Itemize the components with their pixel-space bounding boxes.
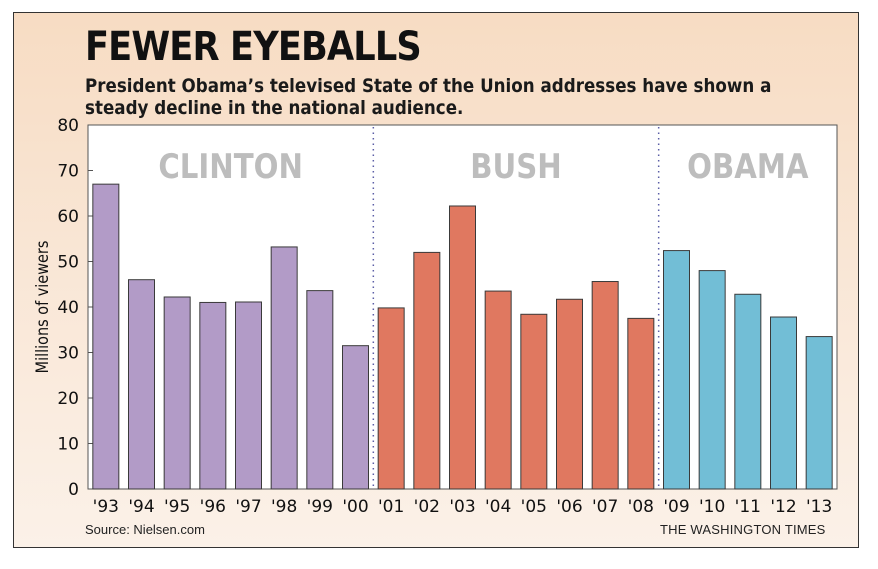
x-tick-label: '12 xyxy=(770,497,796,517)
x-tick-label: '04 xyxy=(485,497,511,517)
y-axis-label: Millions of viewers xyxy=(32,241,52,374)
x-tick-label: '03 xyxy=(449,497,475,517)
bar-07 xyxy=(591,281,619,490)
x-tick-label: '98 xyxy=(271,497,297,517)
x-tick-label: '05 xyxy=(521,497,547,517)
bar-13 xyxy=(805,336,833,490)
bar-08 xyxy=(627,317,655,490)
x-tick-label: '97 xyxy=(235,497,261,517)
bar-95 xyxy=(163,296,191,490)
era-label-clinton: CLINTON xyxy=(158,148,303,187)
bar-00 xyxy=(342,345,369,490)
x-tick-label: '00 xyxy=(342,497,368,517)
bar-94 xyxy=(128,279,155,490)
x-tick-label: '96 xyxy=(200,497,226,517)
y-tick-label: 80 xyxy=(57,116,79,136)
x-tick-label: '11 xyxy=(735,497,761,517)
x-tick-label: '07 xyxy=(592,497,618,517)
y-tick-label: 60 xyxy=(57,207,79,227)
chart-title: FEWER EYEBALLS xyxy=(85,24,422,70)
x-tick-label: '01 xyxy=(378,497,404,517)
bar-10 xyxy=(698,270,726,490)
era-label-bush: BUSH xyxy=(470,148,562,187)
bar-99 xyxy=(306,290,334,490)
y-tick-label: 50 xyxy=(57,253,79,273)
x-tick-label: '09 xyxy=(663,497,689,517)
bar-01 xyxy=(377,307,405,490)
bars xyxy=(92,183,833,490)
x-tick-label: '95 xyxy=(164,497,190,517)
bar-93 xyxy=(92,183,120,490)
y-tick-label: 0 xyxy=(68,480,79,500)
bar-11 xyxy=(734,293,762,490)
x-tick-label: '93 xyxy=(93,497,119,517)
bar-98 xyxy=(270,246,298,490)
y-tick-label: 20 xyxy=(57,389,79,409)
y-tick-label: 10 xyxy=(57,435,79,455)
x-tick-label: '94 xyxy=(128,497,154,517)
bar-09 xyxy=(663,250,690,490)
bar-05 xyxy=(520,313,548,490)
x-tick-label: '10 xyxy=(699,497,725,517)
y-axis: 0 10 20 30 40 50 60 70 80 xyxy=(57,116,93,500)
y-tick-label: 70 xyxy=(57,162,79,182)
publisher-credit: THE WASHINGTON TIMES xyxy=(660,522,826,537)
era-label-obama: OBAMA xyxy=(687,148,809,187)
y-tick-label: 30 xyxy=(57,344,79,364)
era-labels: CLINTON BUSH OBAMA xyxy=(158,148,809,187)
x-tick-label: '99 xyxy=(307,497,333,517)
bar-04 xyxy=(484,290,512,490)
x-tick-label: '06 xyxy=(556,497,582,517)
x-axis: '93 '94 '95 '96 '97 '98 '99 '00 '01 '02 '03 '04 '05 '… xyxy=(93,497,833,517)
x-tick-label: '08 xyxy=(628,497,654,517)
bar-97 xyxy=(235,301,262,490)
bar-12 xyxy=(770,316,797,490)
source-note: Source: Nielsen.com xyxy=(85,522,205,537)
chart-subtitle: President Obama’s televised State of the… xyxy=(85,75,772,119)
bar-96 xyxy=(199,301,227,490)
bar-06 xyxy=(556,298,583,490)
bar-02 xyxy=(413,251,441,490)
x-tick-label: '13 xyxy=(806,497,832,517)
y-tick-label: 40 xyxy=(57,298,79,318)
x-tick-label: '02 xyxy=(414,497,440,517)
bar-03 xyxy=(449,205,476,490)
